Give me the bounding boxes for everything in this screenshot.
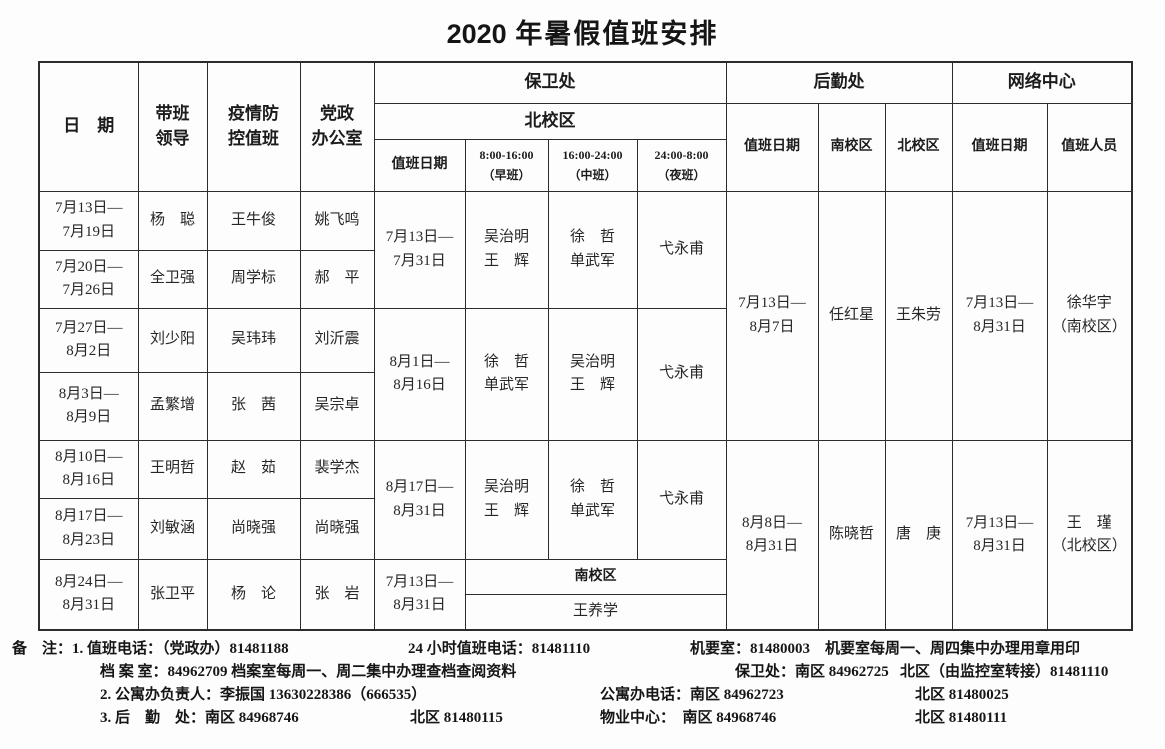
row-7-lead: 张卫平	[137, 558, 208, 631]
title-year: 2020	[446, 19, 507, 49]
row-3-lead: 刘少阳	[137, 307, 208, 373]
logistics-period-1-south: 任红星	[817, 190, 886, 441]
note-4-property-center: 物业中心： 南区 84968746	[600, 710, 777, 726]
row-5-epidemic: 赵 茹	[206, 439, 301, 499]
logistics-period-2-date: 8月8日— 8月31日	[725, 439, 819, 631]
logistics-north-header: 北校区	[884, 102, 953, 192]
note-line-2: 档 案 室：84962709 档案室每周一、周二集中办理查档查阅资料 保卫处：南…	[0, 660, 1165, 681]
security-period-3-middle: 徐 哲 单武军	[547, 439, 638, 560]
security-south-date: 7月13日— 8月31日	[373, 558, 466, 631]
note-4-logistics-north-phone: 北区 81480115	[410, 710, 503, 726]
row-4-date: 8月3日— 8月9日	[38, 371, 139, 441]
row-6-epidemic: 尚晓强	[206, 497, 301, 560]
note-3-apartment-phone: 公寓办电话：南区 84962723	[600, 687, 784, 703]
security-period-2-morning: 徐 哲 单武军	[464, 307, 549, 441]
shift-night-header: 24:00-8:00 （夜班）	[636, 138, 727, 192]
logistics-period-2-north: 唐 庚	[884, 439, 953, 631]
security-duty-date-header: 值班日期	[373, 138, 466, 192]
logistics-period-2-south: 陈晓哲	[817, 439, 886, 631]
security-period-3-night: 弋永甫	[636, 439, 727, 560]
row-2-lead: 全卫强	[137, 249, 208, 309]
logistics-period-1-date: 7月13日— 8月7日	[725, 190, 819, 441]
note-3-apartment-manager: 2. 公寓办负责人：李振国 13630228386（666535）	[100, 687, 427, 703]
note-1-duty-phone: 备 注：1. 值班电话：（党政办）81481188	[12, 641, 289, 657]
row-1-date: 7月13日— 7月19日	[38, 190, 139, 251]
title-text: 年暑假值班安排	[506, 19, 719, 49]
shift-middle-header: 16:00-24:00 （中班）	[547, 138, 638, 192]
logistics-duty-date-header: 值班日期	[725, 102, 819, 192]
security-period-2-date: 8月1日— 8月16日	[373, 307, 466, 441]
duty-schedule-table: 日 期 带班 领导 疫情防 控值班 党政 办公室 保卫处 后勤处 网络中心 北校…	[38, 61, 1133, 631]
note-line-1: 备 注：1. 值班电话：（党政办）81481188 24 小时值班电话：8148…	[0, 637, 1165, 658]
row-6-date: 8月17日— 8月23日	[38, 497, 139, 560]
note-4-logistics-south-phone: 3. 后 勤 处：南区 84968746	[100, 710, 299, 726]
note-4-property-north-phone: 北区 81480111	[915, 710, 1008, 726]
row-1-lead: 杨 聪	[137, 190, 208, 251]
note-line-4: 3. 后 勤 处：南区 84968746 北区 81480115 物业中心： 南…	[0, 706, 1165, 727]
logistics-period-1-north: 王朱劳	[884, 190, 953, 441]
security-period-1-date: 7月13日— 7月31日	[373, 190, 466, 309]
security-period-1-night: 弋永甫	[636, 190, 727, 309]
network-period-1-staff: 徐华宇 （南校区）	[1046, 190, 1133, 441]
col-header-date: 日 期	[38, 61, 139, 192]
row-6-party: 尚晓强	[299, 497, 375, 560]
note-2-security-phone: 保卫处：南区 84962725	[735, 664, 889, 680]
row-6-lead: 刘敏涵	[137, 497, 208, 560]
row-7-epidemic: 杨 论	[206, 558, 301, 631]
row-2-epidemic: 周学标	[206, 249, 301, 309]
row-5-lead: 王明哲	[137, 439, 208, 499]
note-1-24h-phone: 24 小时值班电话：81481110	[408, 641, 591, 657]
security-period-2-night: 弋永甫	[636, 307, 727, 441]
network-period-2-date: 7月13日— 8月31日	[951, 439, 1048, 631]
security-period-3-date: 8月17日— 8月31日	[373, 439, 466, 560]
row-5-date: 8月10日— 8月16日	[38, 439, 139, 499]
row-3-epidemic: 吴玮玮	[206, 307, 301, 373]
note-2-security-north-phone: 北区（由监控室转接）81481110	[900, 664, 1109, 680]
security-south-campus-header: 南校区	[464, 558, 727, 595]
row-5-party: 裴学杰	[299, 439, 375, 499]
security-period-2-middle: 吴治明 王 辉	[547, 307, 638, 441]
row-4-party: 吴宗卓	[299, 371, 375, 441]
row-1-epidemic: 王牛俊	[206, 190, 301, 251]
note-2-archive-room: 档 案 室：84962709 档案室每周一、周二集中办理查档查阅资料	[100, 664, 517, 680]
row-7-party: 张 岩	[299, 558, 375, 631]
security-period-3-morning: 吴治明 王 辉	[464, 439, 549, 560]
row-2-party: 郝 平	[299, 249, 375, 309]
col-header-lead: 带班 领导	[137, 61, 208, 192]
group-header-network: 网络中心	[951, 61, 1133, 104]
network-period-2-staff: 王 瑾 （北校区）	[1046, 439, 1133, 631]
logistics-south-header: 南校区	[817, 102, 886, 192]
security-south-staff: 王养学	[464, 593, 727, 631]
note-1-confidential-room: 机要室：81480003 机要室每周一、周四集中办理用章用印	[690, 641, 1081, 657]
note-3-apartment-north-phone: 北区 81480025	[915, 687, 1009, 703]
row-4-lead: 孟繁增	[137, 371, 208, 441]
note-line-3: 2. 公寓办负责人：李振国 13630228386（666535） 公寓办电话：…	[0, 683, 1165, 704]
col-header-epidemic: 疫情防 控值班	[206, 61, 301, 192]
row-1-party: 姚飞鸣	[299, 190, 375, 251]
network-period-1-date: 7月13日— 8月31日	[951, 190, 1048, 441]
security-period-1-morning: 吴治明 王 辉	[464, 190, 549, 309]
group-header-security: 保卫处	[373, 61, 727, 104]
security-north-campus-header: 北校区	[373, 102, 727, 140]
group-header-logistics: 后勤处	[725, 61, 953, 104]
row-2-date: 7月20日— 7月26日	[38, 249, 139, 309]
row-4-epidemic: 张 茜	[206, 371, 301, 441]
footer-notes: 备 注：1. 值班电话：（党政办）81481188 24 小时值班电话：8148…	[0, 632, 1165, 742]
network-duty-date-header: 值班日期	[951, 102, 1048, 192]
page-title: 2020 年暑假值班安排	[0, 12, 1165, 51]
row-7-date: 8月24日— 8月31日	[38, 558, 139, 631]
row-3-date: 7月27日— 8月2日	[38, 307, 139, 373]
shift-morning-header: 8:00-16:00 （早班）	[464, 138, 549, 192]
security-period-1-middle: 徐 哲 单武军	[547, 190, 638, 309]
col-header-party-office: 党政 办公室	[299, 61, 375, 192]
row-3-party: 刘沂震	[299, 307, 375, 373]
network-staff-header: 值班人员	[1046, 102, 1133, 192]
